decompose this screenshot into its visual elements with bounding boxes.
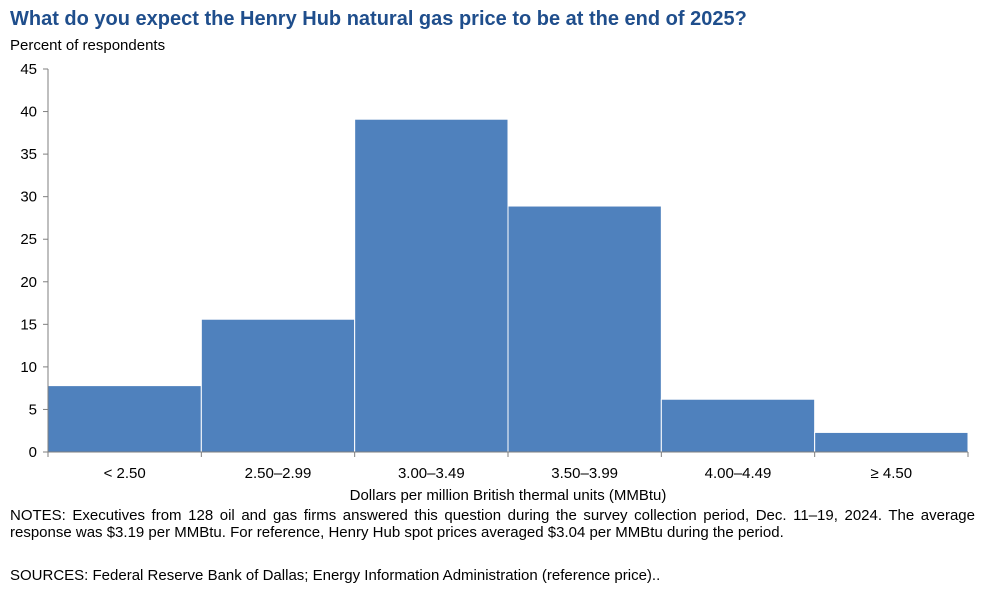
x-tick-label-1: 2.50–2.99: [245, 465, 312, 482]
bars-layer: [47, 118, 969, 453]
y-tick-label-4: 20: [20, 274, 37, 291]
y-tick-label-1: 5: [29, 401, 37, 418]
y-tick-label-2: 10: [20, 359, 37, 376]
bar-5: [814, 431, 969, 453]
sources-text: SOURCES: Federal Reserve Bank of Dallas;…: [10, 567, 661, 584]
y-tick-labels: 0 5 10 15 20 25 30 35 40 45: [20, 61, 37, 461]
x-tick-label-3: 3.50–3.99: [551, 465, 618, 482]
x-tick-label-0: < 2.50: [104, 465, 146, 482]
bar-4: [660, 398, 816, 453]
y-tick-label-6: 30: [20, 189, 37, 206]
y-tick-label-7: 35: [20, 146, 37, 163]
y-tick-label-0: 0: [29, 444, 37, 461]
y-tick-label-3: 15: [20, 316, 37, 333]
x-axis-label: Dollars per million British thermal unit…: [349, 487, 667, 504]
chart-title: What do you expect the Henry Hub natural…: [10, 8, 747, 30]
axes-layer: [43, 68, 969, 457]
y-tick-label-9: 45: [20, 61, 37, 78]
y-axis-label: Percent of respondents: [10, 37, 166, 54]
x-tick-label-5: ≥ 4.50: [871, 465, 913, 482]
x-tick-label-4: 4.00–4.49: [705, 465, 772, 482]
bar-3: [507, 205, 662, 453]
bar-2: [354, 118, 509, 453]
notes-text: NOTES: Executives from 128 oil and gas f…: [10, 507, 975, 541]
y-tick-label-5: 25: [20, 231, 37, 248]
x-tick-label-2: 3.00–3.49: [398, 465, 465, 482]
bar-0: [47, 385, 202, 453]
x-tick-labels: < 2.50 2.50–2.99 3.00–3.49 3.50–3.99 4.00–4.…: [104, 465, 913, 482]
bar-1: [200, 318, 356, 453]
y-tick-label-8: 40: [20, 104, 37, 121]
